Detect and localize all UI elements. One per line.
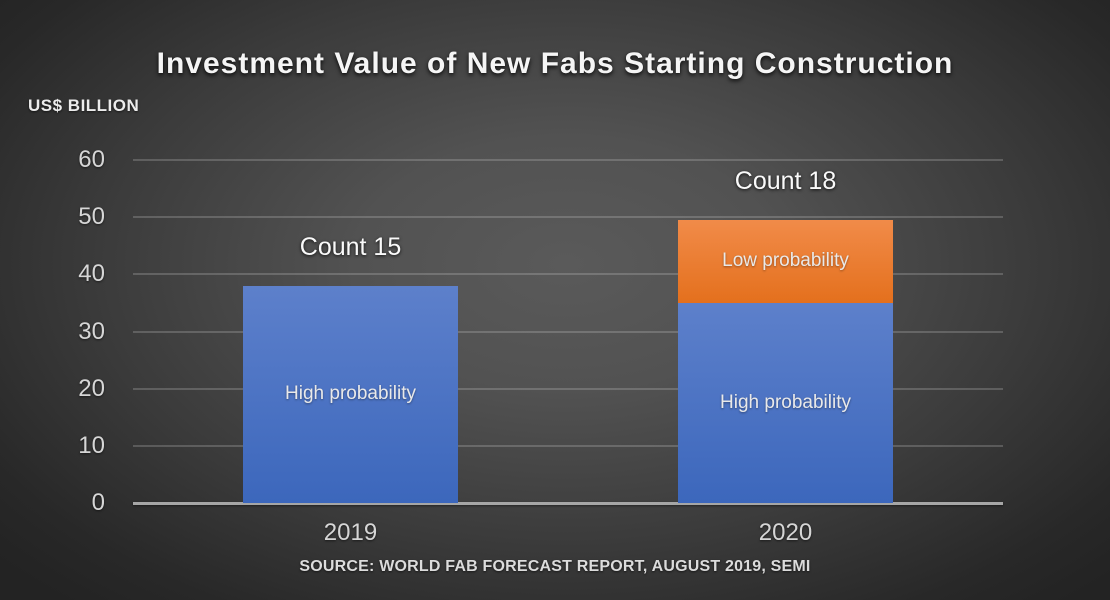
x-tick-label-2019: 2019 (323, 519, 378, 546)
x-axis-line (133, 502, 1003, 505)
count-annotation-2020: Count 18 (734, 167, 837, 196)
y-tick-label-50: 50 (78, 203, 105, 231)
plot-area: 0 10 20 30 40 50 60 High probability Count 15 201… (78, 146, 1003, 546)
y-tick-label-0: 0 (91, 489, 105, 516)
source-note: SOURCE: WORLD FAB FORECAST REPORT, AUGUS… (299, 558, 811, 575)
bar-segment-high-probability-2019: High probability (243, 285, 458, 503)
x-tick-label-2020: 2020 (758, 519, 813, 546)
count-annotation-2019: Count 15 (299, 232, 402, 261)
y-tick-label-20: 20 (78, 374, 105, 402)
bar-segment-label: Low probability (722, 250, 849, 272)
chart-title: Investment Value of New Fabs Starting Co… (156, 47, 954, 80)
y-tick-label-40: 40 (78, 260, 105, 288)
y-tick-label-10: 10 (78, 431, 105, 459)
bar-segment-label: High probability (285, 383, 416, 405)
y-tick-label-30: 30 (78, 317, 105, 345)
gridline-30 (133, 330, 1003, 333)
gridline-10 (133, 444, 1003, 447)
gridline-20 (133, 387, 1003, 390)
bar-segment-label: High probability (720, 391, 851, 413)
bar-segment-high-probability-2020: High probability (678, 302, 893, 503)
gridline-40 (133, 273, 1003, 276)
y-tick-label-60: 60 (78, 146, 105, 173)
y-axis-unit-label: US$ BILLION (28, 96, 140, 115)
bar-segment-low-probability-2020: Low probability (678, 220, 893, 303)
gridline-50 (133, 216, 1003, 219)
gridline-60 (133, 159, 1003, 161)
